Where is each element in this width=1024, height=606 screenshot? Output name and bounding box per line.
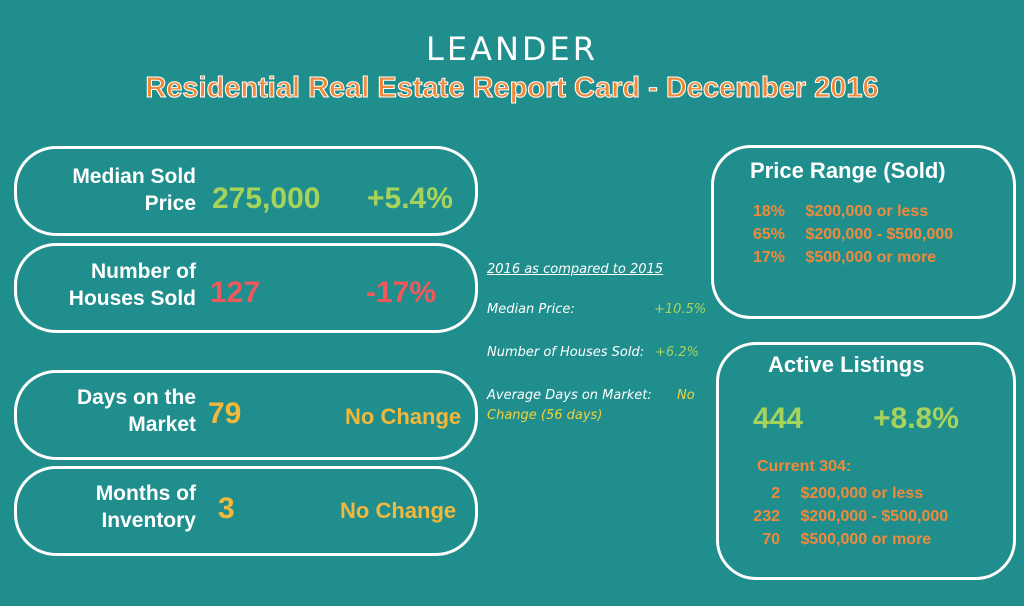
median-price-label: Median Sold Price: [30, 163, 196, 217]
houses-sold-pill: [14, 243, 478, 333]
days-on-market-label-line1: Days on the: [76, 386, 196, 409]
active-listings-title: Active Listings: [768, 352, 925, 377]
active-listings-change: +8.8%: [873, 402, 959, 435]
comparison-heading: 2016 as compared to 2015: [487, 262, 664, 277]
median-price-change: +5.4%: [367, 182, 453, 215]
comparison-dom-value-2: Change (56 days): [487, 408, 603, 423]
houses-sold-label-line1: Number of: [91, 260, 196, 283]
page-title: LEANDER: [426, 30, 598, 68]
median-price-pill: [14, 146, 478, 236]
price-range-range: $200,000 or less: [805, 203, 929, 220]
days-on-market-label-line2: Market: [128, 413, 196, 436]
months-inventory-change: No Change: [340, 498, 457, 523]
comparison-median-label: Median Price:: [487, 302, 575, 317]
comparison-sold-value: +6.2%: [655, 345, 699, 360]
houses-sold-value: 127: [210, 276, 261, 309]
price-range-row: 18% $200,000 or less: [740, 203, 928, 221]
months-inventory-label-line2: Inventory: [101, 509, 196, 532]
price-range-range: $200,000 - $500,000: [805, 226, 954, 243]
active-listings-row: 2 $200,000 or less: [742, 485, 923, 503]
active-listings-range: $200,000 - $500,000: [800, 508, 949, 525]
active-listings-range: $200,000 or less: [800, 485, 924, 502]
median-price-label-line1: Median Sold: [72, 165, 196, 188]
comparison-sold-label: Number of Houses Sold:: [487, 345, 645, 360]
comparison-dom-value-1: No: [677, 388, 695, 403]
houses-sold-label: Number of Houses Sold: [30, 258, 196, 312]
active-listings-box: [716, 342, 1016, 580]
price-range-pct: 65%: [752, 226, 785, 243]
comparison-median-value: +10.5%: [654, 302, 707, 317]
months-inventory-label-line1: Months of: [95, 482, 196, 505]
days-on-market-label: Days on the Market: [30, 384, 196, 438]
price-range-title: Price Range (Sold): [750, 158, 946, 183]
active-listings-count-cell: 70: [762, 531, 780, 548]
active-listings-row: 70 $500,000 or more: [742, 531, 931, 549]
months-inventory-pill: [14, 466, 478, 556]
days-on-market-change: No Change: [345, 404, 462, 429]
active-listings-row: 232 $200,000 - $500,000: [742, 508, 948, 526]
report-subtitle: Residential Real Estate Report Card - De…: [145, 72, 879, 105]
active-listings-count-cell: 2: [771, 485, 780, 502]
days-on-market-pill: [14, 370, 478, 460]
price-range-pct: 18%: [752, 203, 785, 220]
median-price-value: 275,000: [212, 182, 321, 215]
price-range-row: 17% $500,000 or more: [740, 249, 936, 267]
price-range-pct: 17%: [752, 249, 785, 266]
days-on-market-value: 79: [208, 397, 242, 430]
active-listings-current: Current 304:: [757, 458, 852, 475]
active-listings-range: $500,000 or more: [800, 531, 932, 548]
houses-sold-change: -17%: [366, 276, 437, 309]
active-listings-count: 444: [753, 402, 804, 435]
months-inventory-value: 3: [218, 492, 235, 525]
months-inventory-label: Months of Inventory: [30, 480, 196, 534]
comparison-dom-label: Average Days on Market:: [487, 388, 652, 403]
active-listings-count-cell: 232: [753, 508, 780, 525]
houses-sold-label-line2: Houses Sold: [68, 287, 196, 310]
price-range-range: $500,000 or more: [805, 249, 937, 266]
price-range-box: [711, 145, 1016, 319]
price-range-row: 65% $200,000 - $500,000: [740, 226, 953, 244]
median-price-label-line2: Price: [144, 192, 196, 215]
